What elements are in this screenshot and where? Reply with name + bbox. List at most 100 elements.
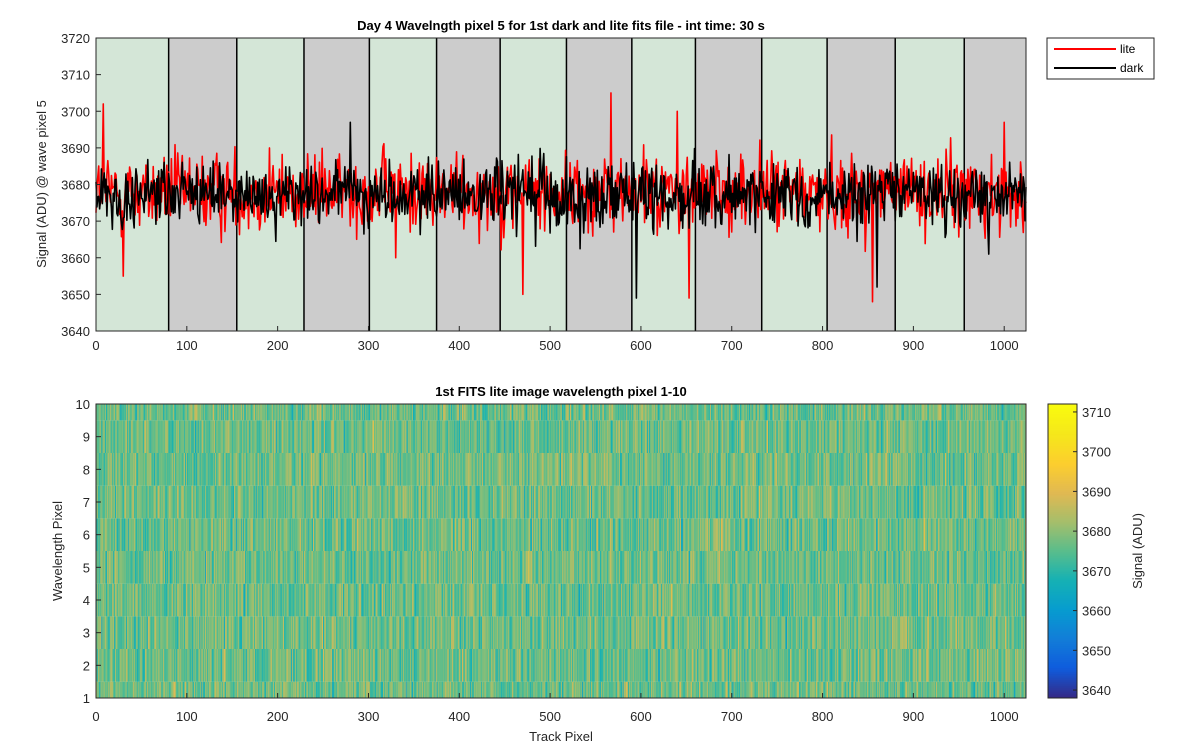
heatmap-cell (1007, 616, 1010, 649)
heatmap-cell (498, 681, 500, 698)
heatmap-cell (208, 551, 210, 584)
heatmap-cell (778, 681, 781, 698)
heatmap-cell (472, 649, 474, 682)
heatmap-cell (818, 551, 821, 584)
heatmap-cell (626, 551, 628, 584)
heatmap-cell (309, 616, 311, 649)
heatmap-cell (781, 649, 783, 682)
heatmap-cell (611, 681, 614, 698)
heatmap-cell (636, 551, 638, 584)
heatmap-cell (209, 681, 211, 698)
heatmap-cell (917, 583, 919, 617)
heatmap-cell (936, 681, 938, 698)
heatmap-cell (807, 649, 809, 682)
heatmap-cell (996, 583, 999, 617)
heatmap-cell (386, 583, 388, 617)
heatmap-cell (467, 583, 469, 617)
heatmap-cell (762, 551, 764, 584)
heatmap-cell (459, 616, 461, 649)
heatmap-cell (253, 583, 255, 617)
heatmap-cell (771, 616, 773, 649)
heatmap-cell (414, 649, 417, 682)
heatmap-cell (327, 649, 329, 682)
heatmap-cell (482, 616, 485, 649)
heatmap-cell (285, 616, 288, 649)
heatmap-cell (222, 583, 224, 617)
legend[interactable]: lite dark (1046, 37, 1155, 80)
heatmap-cell (116, 583, 119, 617)
heatmap-cell (173, 616, 175, 649)
heatmap-cell (726, 616, 728, 649)
heatmap-cell (230, 681, 232, 698)
heatmap-cell (526, 649, 528, 682)
heatmap-cell (156, 649, 159, 682)
heatmap-cell (229, 616, 231, 649)
heatmap-cell (521, 681, 523, 698)
heatmap-cell (746, 616, 748, 649)
heatmap-cell (572, 583, 575, 617)
heatmap-cell (326, 616, 328, 649)
heatmap-cell (380, 583, 382, 617)
heatmap-cell (615, 583, 617, 617)
heatmap-cell (375, 583, 377, 617)
heatmap-cell (323, 616, 325, 649)
heatmap-cell (966, 616, 968, 649)
heatmap-cell (802, 649, 804, 682)
heatmap-cell (454, 551, 456, 584)
heatmap-cell (192, 616, 194, 649)
heatmap-cell (893, 583, 895, 617)
heatmap-cell (545, 616, 547, 649)
heatmap-cell (437, 681, 439, 698)
heatmap-cell (218, 649, 220, 682)
heatmap-cell (662, 583, 664, 617)
heatmap-cell (531, 616, 534, 649)
heatmap-cell (502, 681, 505, 698)
heatmap-cell (925, 649, 927, 682)
heatmap-cell (758, 649, 761, 682)
heatmap-cell (478, 616, 480, 649)
heatmap-cell (184, 551, 186, 584)
heatmap-cell (857, 583, 859, 617)
heatmap-cell (403, 649, 406, 682)
heatmap-cell (678, 616, 680, 649)
heatmap-cell (292, 616, 294, 649)
heatmap-cell (759, 649, 762, 682)
heatmap-cell (864, 616, 866, 649)
heatmap-cell (114, 551, 116, 584)
heatmap-cell (595, 681, 597, 698)
heatmap-cell (620, 551, 622, 584)
heatmap-cell (452, 649, 455, 682)
heatmap-cell (392, 583, 395, 617)
heatmap-cell (515, 583, 517, 617)
heatmap-cell (850, 649, 852, 682)
heatmap-cell (871, 681, 873, 698)
heatmap-cell (736, 649, 738, 682)
heatmap-cell (654, 681, 656, 698)
heatmap-cell (527, 649, 529, 682)
heatmap-cell (330, 616, 332, 649)
heatmap-cell (817, 649, 819, 682)
heatmap-cell (568, 583, 570, 617)
heatmap-cell (430, 551, 432, 584)
heatmap-cell (890, 616, 892, 649)
heatmap-cell (177, 649, 179, 682)
heatmap-cell (226, 583, 229, 617)
heatmap-cell (933, 649, 935, 682)
heatmap-cell (512, 583, 515, 617)
heatmap-cell (501, 616, 503, 649)
heatmap-cell (997, 681, 1000, 698)
heatmap-cell (507, 583, 509, 617)
heatmap-cell (555, 616, 557, 649)
heatmap-cell (866, 649, 868, 682)
heatmap-cell (360, 681, 362, 698)
heatmap-cell (413, 583, 416, 617)
heatmap-cell (616, 551, 618, 584)
heatmap-cell (573, 583, 575, 617)
heatmap-cell (444, 681, 447, 698)
heatmap-cell (990, 681, 992, 698)
heatmap-cell (513, 649, 516, 682)
heatmap-cell (451, 616, 453, 649)
heatmap-cell (496, 616, 498, 649)
heatmap-cell (944, 681, 946, 698)
heatmap-cell (171, 551, 173, 584)
